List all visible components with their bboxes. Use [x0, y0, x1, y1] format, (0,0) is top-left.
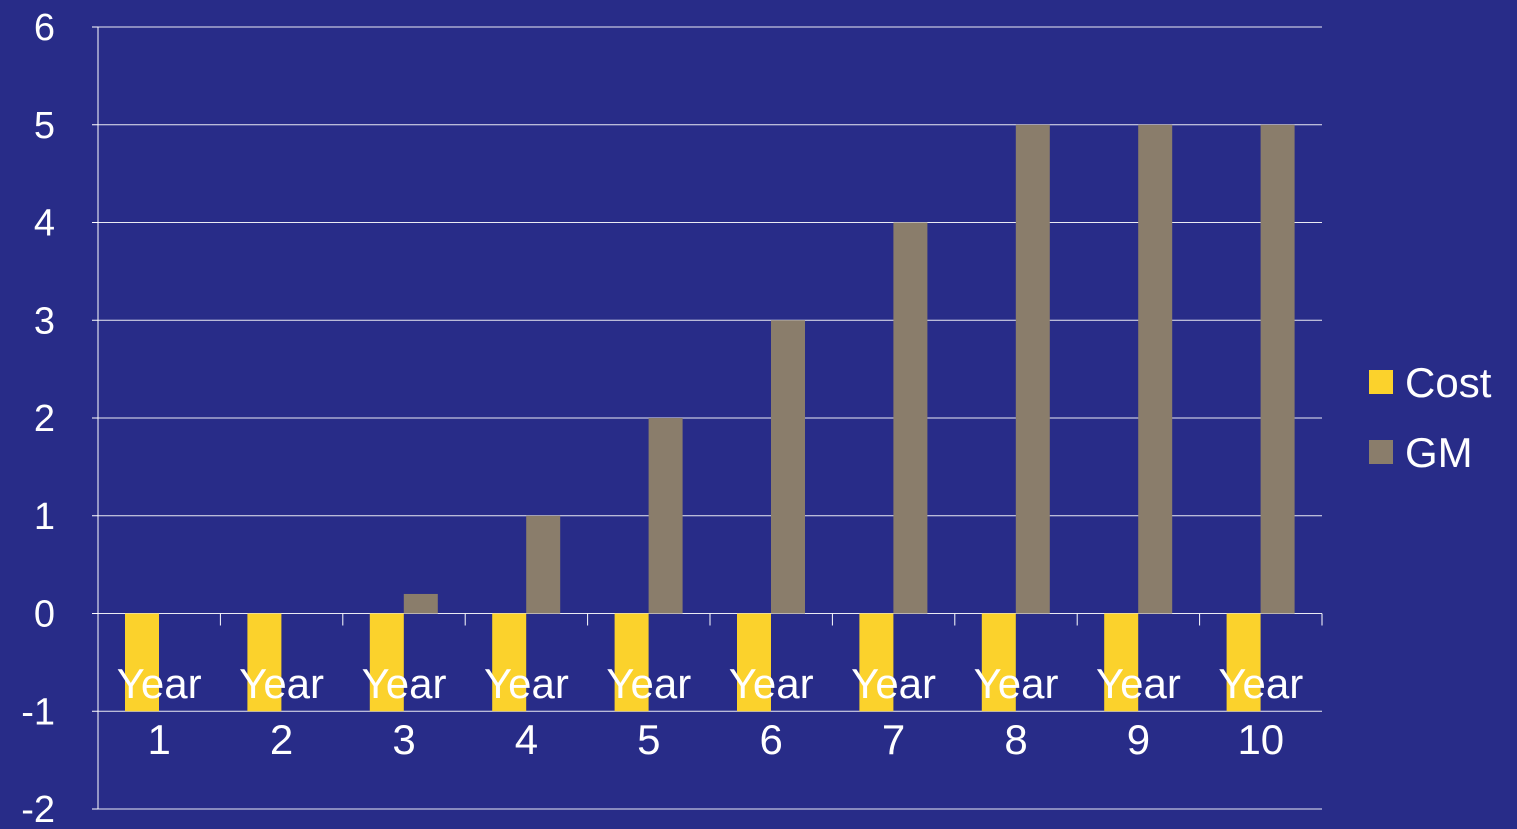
- bars: [125, 124, 1295, 712]
- category-line-1: Year: [1218, 660, 1303, 707]
- category-line-2: 7: [882, 716, 905, 763]
- category-label-5: Year 5: [606, 660, 691, 763]
- x-category-labels: Year 1 Year 2 Year 3 Year 4 Year 5 Year 6 Year 7 Year 8…: [117, 660, 1303, 763]
- cost-bar-3: [492, 613, 527, 712]
- category-line-2: 1: [148, 716, 171, 763]
- category-label-7: Year 7: [851, 660, 936, 763]
- legend: Cost GM: [1369, 359, 1492, 476]
- category-line-2: 2: [270, 716, 293, 763]
- cost-bar-4: [614, 613, 649, 712]
- legend-swatch-gm: [1369, 440, 1393, 464]
- category-line-1: Year: [239, 660, 324, 707]
- y-tick-label-0: 0: [34, 594, 55, 636]
- y-tick-label-4: 4: [34, 203, 55, 245]
- y-tick-label-5: 5: [34, 105, 55, 147]
- category-label-8: Year 8: [974, 660, 1059, 763]
- cost-bar-5: [737, 613, 771, 712]
- category-label-10: Year 10: [1218, 660, 1303, 763]
- category-line-2: 8: [1004, 716, 1027, 763]
- cost-bar-6: [859, 613, 894, 712]
- legend-item-cost: Cost: [1369, 359, 1492, 406]
- legend-item-gm: GM: [1369, 429, 1473, 476]
- gm-bar-4: [648, 418, 683, 614]
- gm-bar-5: [771, 320, 805, 614]
- y-tick-label--1: -1: [21, 691, 55, 733]
- category-label-9: Year 9: [1096, 660, 1181, 763]
- category-line-1: Year: [1096, 660, 1181, 707]
- cost-bar-0: [125, 613, 159, 712]
- legend-label-gm: GM: [1405, 429, 1473, 476]
- y-tick-label-2: 2: [34, 398, 55, 440]
- axes: [92, 26, 1323, 810]
- y-tick-label-6: 6: [34, 7, 55, 49]
- y-tick-label--2: -2: [21, 789, 55, 829]
- category-label-3: Year 3: [362, 660, 447, 763]
- gm-bar-9: [1260, 124, 1295, 614]
- category-label-4: Year 4: [484, 660, 569, 763]
- category-line-2: 9: [1127, 716, 1150, 763]
- category-line-2: 3: [392, 716, 415, 763]
- category-line-2: 10: [1237, 716, 1284, 763]
- category-line-1: Year: [974, 660, 1059, 707]
- cost-bar-7: [981, 613, 1016, 712]
- category-line-1: Year: [484, 660, 569, 707]
- cost-bar-1: [247, 613, 282, 712]
- category-line-2: 6: [760, 716, 783, 763]
- category-line-2: 4: [515, 716, 538, 763]
- y-tick-label-1: 1: [34, 496, 55, 538]
- y-tick-labels: 6 5 4 3 2 1 0 -1 -2: [21, 7, 55, 829]
- legend-label-cost: Cost: [1405, 359, 1492, 406]
- category-line-1: Year: [117, 660, 202, 707]
- gm-bar-3: [526, 515, 561, 614]
- gm-bar-8: [1138, 124, 1173, 614]
- category-line-1: Year: [606, 660, 691, 707]
- legend-swatch-cost: [1369, 370, 1393, 394]
- category-line-1: Year: [362, 660, 447, 707]
- gridlines: [98, 26, 1322, 810]
- gm-bar-7: [1015, 124, 1050, 614]
- y-tick-label-3: 3: [34, 300, 55, 342]
- category-label-2: Year 2: [239, 660, 324, 763]
- category-line-1: Year: [729, 660, 814, 707]
- category-label-6: Year 6: [729, 660, 814, 763]
- gm-bar-2: [403, 593, 438, 614]
- category-label-1: Year 1: [117, 660, 202, 763]
- cost-bar-2: [369, 613, 404, 712]
- cost-bar-8: [1104, 613, 1139, 712]
- category-line-2: 5: [637, 716, 660, 763]
- gm-bar-6: [893, 222, 928, 614]
- cost-bar-9: [1226, 613, 1261, 712]
- category-line-1: Year: [851, 660, 936, 707]
